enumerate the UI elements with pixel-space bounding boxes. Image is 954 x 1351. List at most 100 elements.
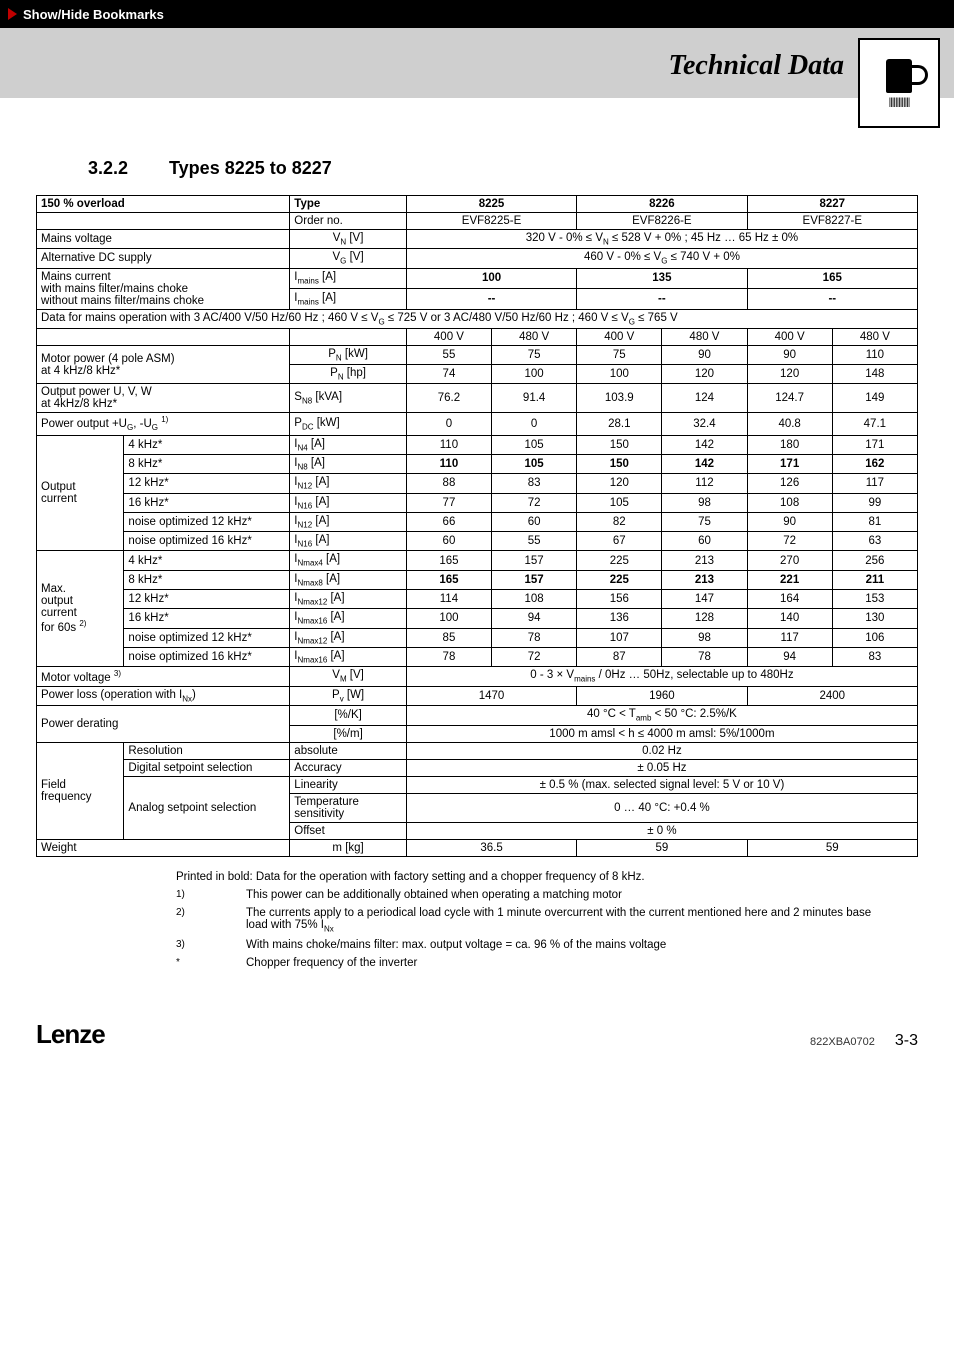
doc-code: 822XBA0702	[810, 1036, 875, 1048]
cell: 124	[662, 384, 747, 413]
fn-key: 3)	[176, 939, 246, 951]
header-strip: Technical Data |||||||||||||	[0, 28, 954, 98]
table-row: noise optimized 16 kHz*INmax16 [A]787287…	[37, 647, 918, 666]
table-row: Data for mains operation with 3 AC/400 V…	[37, 309, 918, 328]
cell: --	[577, 289, 747, 310]
cell: 147	[662, 589, 747, 608]
cell: 76.2	[406, 384, 491, 413]
cell: ± 0.05 Hz	[406, 759, 917, 776]
cell: Linearity	[290, 776, 407, 793]
cell: 110	[406, 435, 491, 454]
cell: 1960	[577, 687, 747, 706]
table-row: Power derating [%/K] 40 °C < Tamb < 50 °…	[37, 706, 918, 725]
cell: 2400	[747, 687, 917, 706]
cell: IN8 [A]	[290, 454, 407, 473]
cell: 0.02 Hz	[406, 742, 917, 759]
cell: --	[406, 289, 576, 310]
cell: 148	[832, 365, 917, 384]
table-row: Motor voltage 3) VM [V] 0 - 3 × Vmains /…	[37, 667, 918, 687]
cell: ± 0.5 % (max. selected signal level: 5 V…	[406, 776, 917, 793]
cell: 106	[832, 628, 917, 647]
bookmarks-toggle-button[interactable]: Show/Hide Bookmarks	[0, 3, 172, 26]
cell: 103.9	[577, 384, 662, 413]
cell: m [kg]	[290, 839, 407, 856]
cell: noise optimized 12 kHz*	[124, 512, 290, 531]
cell: 480 V	[492, 328, 577, 345]
cell: 8 kHz*	[124, 454, 290, 473]
cell: 72	[492, 647, 577, 666]
table-row: 150 % overload Type 8225 8226 8227	[37, 196, 918, 213]
cell: 105	[492, 454, 577, 473]
cell: 213	[662, 551, 747, 570]
cell: 90	[747, 345, 832, 364]
table-row: Alternative DC supply VG [V] 460 V - 0% …	[37, 249, 918, 268]
cell: Accuracy	[290, 759, 407, 776]
cell: 82	[577, 512, 662, 531]
cell: 40.8	[747, 413, 832, 435]
cell: INmax4 [A]	[290, 551, 407, 570]
cell: 100	[492, 365, 577, 384]
table-row: 12 kHz*INmax12 [A]114108156147164153	[37, 589, 918, 608]
cell: 90	[747, 512, 832, 531]
table-row: noise optimized 12 kHz*INmax12 [A]857810…	[37, 628, 918, 647]
cell: 480 V	[662, 328, 747, 345]
cell: Imains [A]	[290, 289, 407, 310]
cell: PN [hp]	[290, 365, 407, 384]
cell: 0	[406, 413, 491, 435]
cell: 165	[747, 268, 917, 289]
cell: 117	[747, 628, 832, 647]
table-row: Order no. EVF8225-E EVF8226-E EVF8227-E	[37, 213, 918, 230]
page-footer: Lenze 822XBA0702 3-3	[0, 999, 954, 1080]
page-number: 3-3	[895, 1032, 918, 1049]
cell: [%/m]	[290, 725, 407, 742]
cell: 400 V	[747, 328, 832, 345]
cell: 32.4	[662, 413, 747, 435]
cell	[37, 213, 290, 230]
cell: 4 kHz*	[124, 435, 290, 454]
spec-table: 150 % overload Type 8225 8226 8227 Order…	[36, 195, 918, 857]
cell: Weight	[37, 839, 290, 856]
cell: 171	[747, 454, 832, 473]
cell: INmax16 [A]	[290, 647, 407, 666]
cell: Pv [W]	[290, 687, 407, 706]
cell: 88	[406, 474, 491, 493]
cell: 460 V - 0% ≤ VG ≤ 740 V + 0%	[406, 249, 917, 268]
cell: 78	[406, 647, 491, 666]
cell: VG [V]	[290, 249, 407, 268]
cell: 221	[747, 570, 832, 589]
cell: 16 kHz*	[124, 609, 290, 628]
cell: 16 kHz*	[124, 493, 290, 512]
cell: 60	[406, 532, 491, 551]
cell: Power loss (operation with INx)	[37, 687, 290, 706]
cell: 120	[577, 474, 662, 493]
table-row: 16 kHz*IN16 [A]77721059810899	[37, 493, 918, 512]
cell: 120	[662, 365, 747, 384]
top-bar: Show/Hide Bookmarks	[0, 0, 954, 28]
cell: Data for mains operation with 3 AC/400 V…	[37, 309, 918, 328]
cell: EVF8225-E	[406, 213, 576, 230]
section-number: 3.2.2	[88, 158, 164, 179]
cell: SN8 [kVA]	[290, 384, 407, 413]
cell	[37, 328, 290, 345]
cell: 4 kHz*	[124, 551, 290, 570]
inkwell-icon	[886, 59, 912, 93]
cell: 47.1	[832, 413, 917, 435]
cell: 107	[577, 628, 662, 647]
cell: PN [kW]	[290, 345, 407, 364]
cell: 124.7	[747, 384, 832, 413]
cell: Offset	[290, 822, 407, 839]
cell: 130	[832, 609, 917, 628]
cell: 75	[492, 345, 577, 364]
cell: 94	[747, 647, 832, 666]
cell: 117	[832, 474, 917, 493]
cell: 157	[492, 551, 577, 570]
cell: 59	[577, 839, 747, 856]
fn-txt: With mains choke/mains filter: max. outp…	[246, 939, 876, 951]
cell: 75	[662, 512, 747, 531]
cell: 12 kHz*	[124, 589, 290, 608]
cell: 112	[662, 474, 747, 493]
cell: 120	[747, 365, 832, 384]
group-cell: Outputcurrent	[37, 435, 124, 551]
cell: 171	[832, 435, 917, 454]
cell: 100	[577, 365, 662, 384]
